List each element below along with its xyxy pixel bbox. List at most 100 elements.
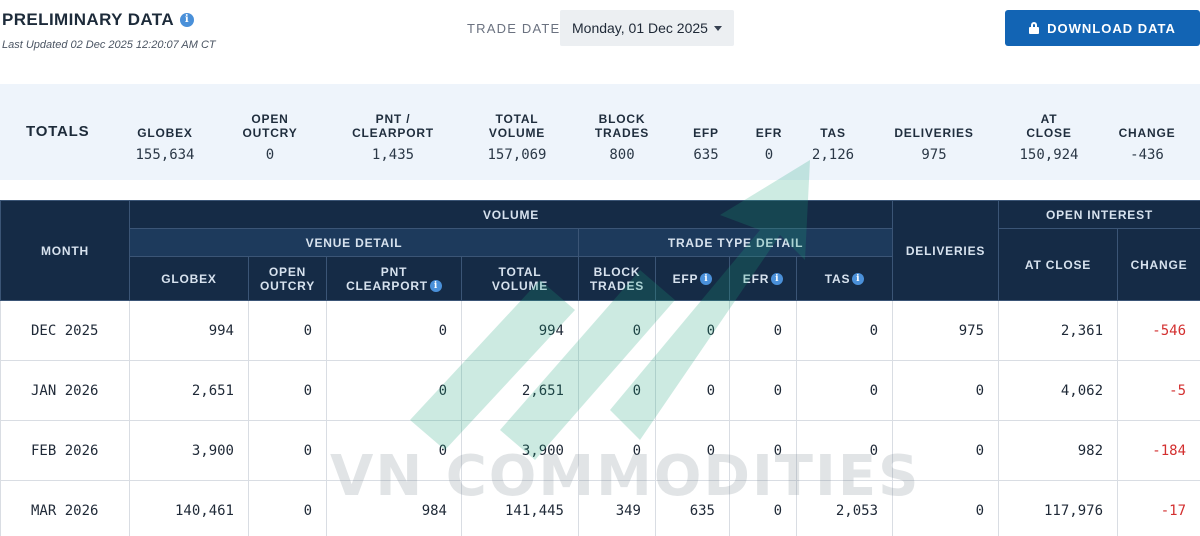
pnt-cell: 0 (326, 300, 462, 361)
change-cell: -5 (1117, 360, 1200, 421)
totals-header: OPEN OUTCRY (242, 112, 298, 140)
totals-header: GLOBEX (137, 126, 193, 140)
block-trades-cell: 0 (578, 360, 656, 421)
globex-cell: 140,461 (129, 480, 249, 536)
efr-header: EFR i (729, 256, 797, 301)
totals-value: -436 (1130, 147, 1164, 163)
trade-date-label: TRADE DATE (467, 21, 561, 36)
totals-value: 1,435 (371, 147, 415, 163)
totals-col-block-trades: BLOCK TRADES 800 (567, 92, 677, 163)
month-header: MONTH (0, 200, 130, 301)
efp-header-label: EFP (672, 271, 699, 286)
info-icon[interactable]: i (429, 280, 442, 293)
totals-header: DELIVERIES (894, 126, 974, 140)
block-trades-cell: 349 (578, 480, 656, 536)
info-icon[interactable]: i (700, 273, 713, 286)
deliveries-cell: 975 (892, 300, 1000, 361)
at-close-cell: 982 (998, 420, 1119, 481)
totals-header: BLOCK TRADES (594, 112, 650, 140)
efp-cell: 0 (655, 360, 730, 421)
caret-down-icon (713, 25, 722, 31)
totals-value: 2,126 (811, 147, 855, 163)
efp-cell: 0 (655, 300, 730, 361)
totals-value: 155,634 (135, 147, 195, 163)
totals-col-efp: EFP 635 (651, 92, 761, 163)
info-icon[interactable]: i (180, 13, 194, 27)
change-cell: -17 (1117, 480, 1200, 536)
total-volume-cell: 3,900 (461, 420, 579, 481)
totals-value: 635 (693, 147, 719, 163)
table-row: JAN 2026 2,651 0 0 2,651 0 0 0 0 0 4,062… (0, 360, 1200, 421)
efp-header: EFP i (655, 256, 730, 301)
open-outcry-cell: 0 (248, 480, 327, 536)
totals-summary: TOTALS GLOBEX 155,634 OPEN OUTCRY 0 PNT … (0, 84, 1200, 180)
open-interest-group-header: OPEN INTEREST (998, 200, 1200, 229)
month-cell: FEB 2026 (0, 420, 130, 481)
globex-cell: 2,651 (129, 360, 249, 421)
totals-header: TOTAL VOLUME (488, 112, 546, 140)
trade-date-value: Monday, 01 Dec 2025 (572, 20, 708, 36)
last-updated-text: Last Updated 02 Dec 2025 12:20:07 AM CT (2, 39, 216, 51)
totals-col-pnt-clearport: PNT / CLEARPORT 1,435 (338, 92, 448, 163)
at-close-cell: 4,062 (998, 360, 1119, 421)
globex-header: GLOBEX (129, 256, 249, 301)
open-outcry-cell: 0 (248, 420, 327, 481)
change-cell: -546 (1117, 300, 1200, 361)
totals-col-tas: TAS 2,126 (778, 92, 888, 163)
trade-type-detail-header: TRADE TYPE DETAIL (577, 228, 894, 257)
info-icon[interactable]: i (852, 273, 865, 286)
lock-icon (1029, 22, 1040, 34)
download-data-button[interactable]: DOWNLOAD DATA (1005, 10, 1200, 46)
table-row: MAR 2026 140,461 0 984 141,445 349 635 0… (0, 480, 1200, 536)
month-cell: JAN 2026 (0, 360, 130, 421)
deliveries-cell: 0 (892, 360, 1000, 421)
totals-value: 157,069 (487, 147, 547, 163)
info-icon[interactable]: i (771, 273, 784, 286)
totals-header: PNT / CLEARPORT (352, 112, 434, 140)
block-trades-cell: 0 (578, 420, 656, 481)
tas-cell: 0 (795, 300, 894, 361)
totals-header: EFR (755, 126, 783, 140)
totals-value: 975 (921, 147, 947, 163)
totals-value: 800 (609, 147, 635, 163)
totals-col-total-volume: TOTAL VOLUME 157,069 (462, 92, 572, 163)
totals-col-open-outcry: OPEN OUTCRY 0 (215, 92, 325, 163)
table-row: DEC 2025 994 0 0 994 0 0 0 0 975 2,361 -… (0, 300, 1200, 361)
globex-cell: 994 (129, 300, 249, 361)
efr-cell: 0 (729, 420, 797, 481)
deliveries-header: DELIVERIES (892, 200, 1000, 301)
totals-col-at-close: AT CLOSE 150,924 (994, 92, 1104, 163)
block-trades-cell: 0 (578, 300, 656, 361)
efp-cell: 635 (655, 480, 730, 536)
efp-cell: 0 (655, 420, 730, 481)
at-close-header: AT CLOSE (998, 228, 1119, 301)
at-close-cell: 117,976 (998, 480, 1119, 536)
total-volume-cell: 994 (461, 300, 579, 361)
totals-value: 0 (265, 147, 275, 163)
efr-cell: 0 (729, 480, 797, 536)
table-row: FEB 2026 3,900 0 0 3,900 0 0 0 0 0 982 -… (0, 420, 1200, 481)
efr-cell: 0 (729, 300, 797, 361)
settlements-table: MONTH VOLUME DELIVERIES OPEN INTEREST VE… (0, 200, 1200, 536)
month-cell: DEC 2025 (0, 300, 130, 361)
tas-header-label: TAS (824, 271, 851, 286)
trade-date-dropdown[interactable]: Monday, 01 Dec 2025 (560, 10, 734, 46)
totals-col-change: CHANGE -436 (1092, 92, 1200, 163)
totals-col-deliveries: DELIVERIES 975 (879, 92, 989, 163)
totals-col-efr: EFR 0 (714, 92, 824, 163)
block-trades-header: BLOCK TRADES (578, 256, 656, 301)
totals-header: AT CLOSE (1026, 112, 1072, 140)
page-title: PRELIMINARY DATA i (2, 10, 194, 30)
change-cell: -184 (1117, 420, 1200, 481)
pnt-clearport-header: PNT CLEARPORT i (326, 256, 462, 301)
globex-cell: 3,900 (129, 420, 249, 481)
tas-cell: 2,053 (795, 480, 894, 536)
deliveries-cell: 0 (892, 420, 1000, 481)
deliveries-cell: 0 (892, 480, 1000, 536)
total-volume-cell: 141,445 (461, 480, 579, 536)
month-cell: MAR 2026 (0, 480, 130, 536)
pnt-cell: 0 (326, 360, 462, 421)
page-title-text: PRELIMINARY DATA (2, 10, 174, 29)
tas-header: TAS i (795, 256, 894, 301)
pnt-clearport-header-label: PNT CLEARPORT (346, 264, 428, 293)
